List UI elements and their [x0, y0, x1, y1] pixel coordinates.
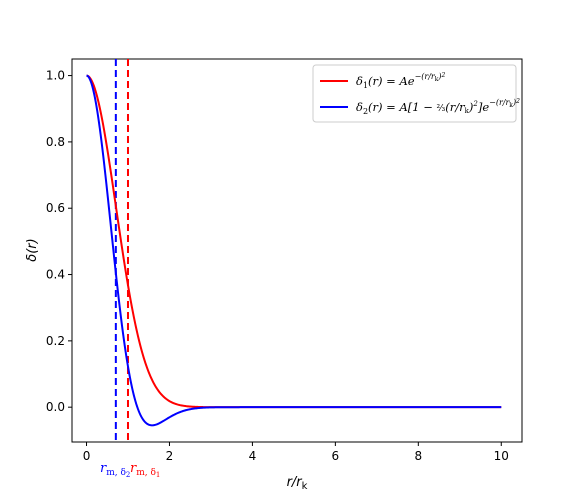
legend: δ1(r) = Ae−(r/rk)2 δ2(r) = A[1 − ⅔(r/rk)… [312, 64, 520, 123]
x-tick-label: 8 [414, 449, 422, 463]
y-tick-label: 0.8 [46, 135, 65, 149]
y-tick-label: 0.6 [46, 201, 65, 215]
legend-box [312, 64, 517, 123]
x-tick-label: 0 [83, 449, 91, 463]
x-tick-label: 2 [166, 449, 174, 463]
plot-frame [71, 58, 523, 443]
legend-label-delta2: δ2(r) = A[1 − ⅔(r/rk)2]e−(r/rk)2 [356, 98, 520, 116]
y-tick-label: 1.0 [46, 69, 65, 83]
x-tick-label: 10 [494, 449, 509, 463]
axis-ticks: 0 2 4 6 8 10 0.0 0.2 0.4 0.6 0.8 1.0 [46, 69, 509, 463]
x-tick-label: 6 [332, 449, 340, 463]
y-axis-label: δ(r) [25, 238, 40, 261]
y-tick-label: 0.0 [46, 400, 65, 414]
x-tick-label: 4 [249, 449, 257, 463]
series-line-delta2 [86, 74, 502, 427]
reference-lines [114, 59, 129, 442]
y-tick-label: 0.2 [46, 334, 65, 348]
y-tick-label: 0.4 [46, 268, 65, 282]
series-lines [86, 74, 502, 427]
